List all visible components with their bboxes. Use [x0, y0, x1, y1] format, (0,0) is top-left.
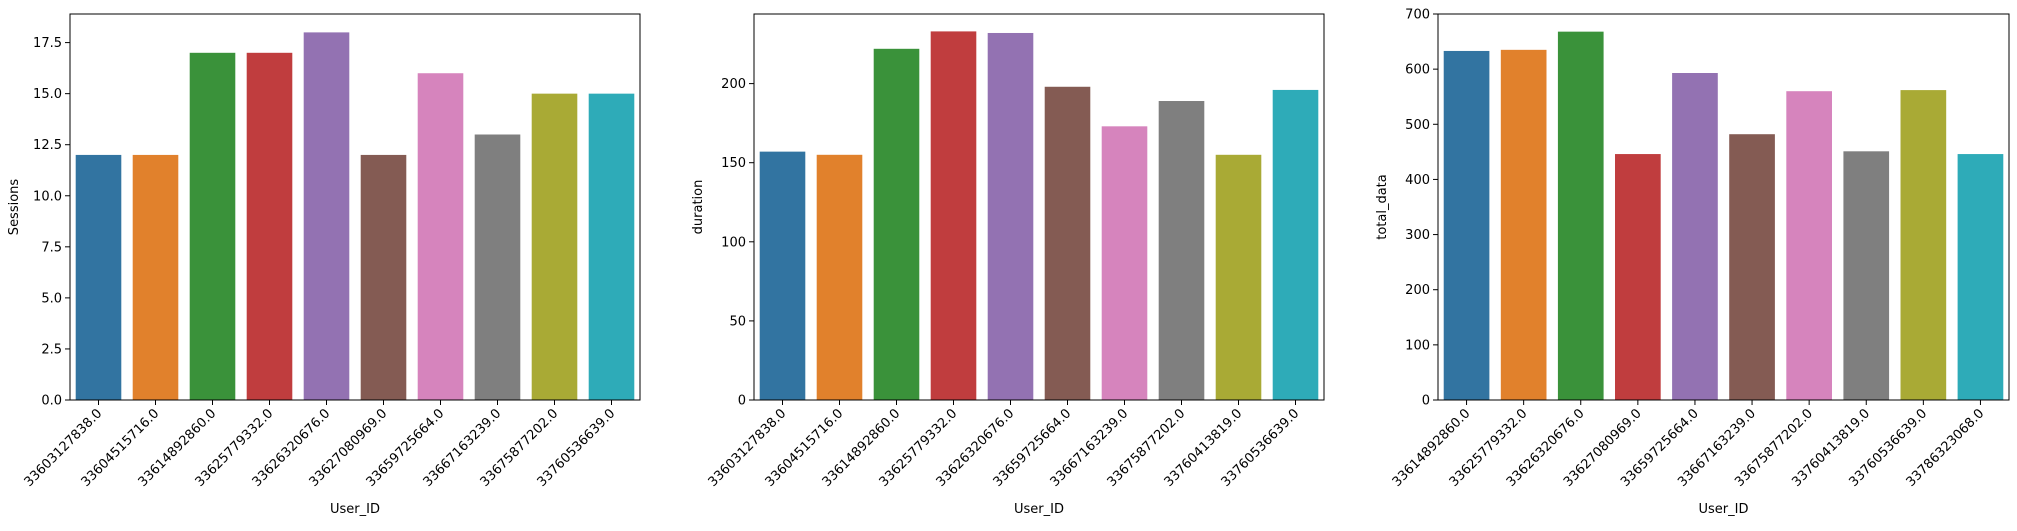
y-tick-label: 0.0	[41, 394, 62, 409]
bar-total-data-3	[1615, 154, 1661, 400]
y-tick-label: 100	[721, 235, 746, 250]
bar-duration-3	[930, 31, 977, 401]
y-tick-label: 150	[721, 156, 746, 171]
y-tick-label: 100	[1405, 338, 1430, 353]
y-tick-label: 5.0	[41, 291, 62, 306]
y-tick-label: 400	[1405, 173, 1430, 188]
axes-frame	[69, 13, 641, 401]
bar-total-data-4	[1672, 73, 1718, 400]
y-tick-label: 15.0	[33, 87, 62, 102]
bar-duration-7	[1158, 101, 1205, 400]
bar-total-data-2	[1557, 31, 1604, 401]
bar-total-data-1	[1500, 49, 1547, 401]
bar-total-data-7	[1843, 151, 1890, 400]
y-tick-label: 200	[721, 77, 746, 92]
bar-duration-6	[1101, 126, 1148, 400]
bar-sessions-0	[75, 154, 122, 400]
bar-sessions-2	[189, 52, 236, 401]
bar-sessions-4	[303, 32, 350, 400]
y-tick-label: 600	[1405, 63, 1430, 78]
bar-duration-0	[759, 151, 806, 400]
x-axis-title: User_ID	[330, 502, 380, 517]
y-tick-label: 12.5	[33, 138, 62, 153]
axes-frame	[753, 13, 1325, 401]
bar-duration-5	[1044, 86, 1091, 401]
axes-frame	[1437, 13, 2010, 401]
bar-total-data-5	[1729, 134, 1775, 400]
y-tick-label: 0	[738, 394, 746, 409]
y-tick-label: 500	[1405, 118, 1430, 133]
bar-duration-9	[1272, 89, 1319, 401]
y-tick-label: 300	[1405, 228, 1430, 243]
bar-total-data-9	[1957, 154, 2004, 400]
y-axis-title: duration	[691, 180, 706, 235]
y-tick-label: 50	[729, 314, 746, 329]
bar-duration-1	[816, 154, 863, 400]
chart-panel-duration: 05010015020033603127838.033604515716.033…	[691, 13, 1325, 517]
y-tick-label: 700	[1405, 8, 1430, 23]
bar-sessions-1	[132, 154, 179, 400]
bar-sessions-6	[417, 73, 464, 400]
y-tick-label: 200	[1405, 283, 1430, 298]
y-axis-title: total_data	[1375, 174, 1390, 240]
chart-panel-sessions: 0.02.55.07.510.012.515.017.533603127838.…	[7, 13, 641, 517]
bar-total-data-6	[1786, 91, 1832, 400]
chart-panel-total-data: 010020030040050060070033614892860.033625…	[1375, 8, 2010, 517]
y-tick-label: 10.0	[33, 189, 62, 204]
y-tick-label: 7.5	[41, 240, 62, 255]
y-tick-label: 2.5	[41, 342, 62, 357]
y-axis-title: Sessions	[7, 179, 22, 236]
bar-duration-4	[987, 32, 1034, 400]
bar-sessions-7	[474, 134, 521, 400]
bar-duration-2	[873, 48, 920, 401]
bar-sessions-3	[246, 52, 293, 401]
bar-total-data-0	[1443, 50, 1490, 400]
bar-sessions-9	[588, 93, 635, 401]
bar-duration-8	[1215, 154, 1262, 400]
y-tick-label: 0	[1422, 394, 1430, 409]
bar-total-data-8	[1900, 90, 1947, 400]
bar-sessions-8	[531, 93, 578, 401]
bar-sessions-5	[360, 154, 407, 400]
x-axis-title: User_ID	[1014, 502, 1064, 517]
y-tick-label: 17.5	[33, 36, 62, 51]
x-axis-title: User_ID	[1699, 502, 1749, 517]
